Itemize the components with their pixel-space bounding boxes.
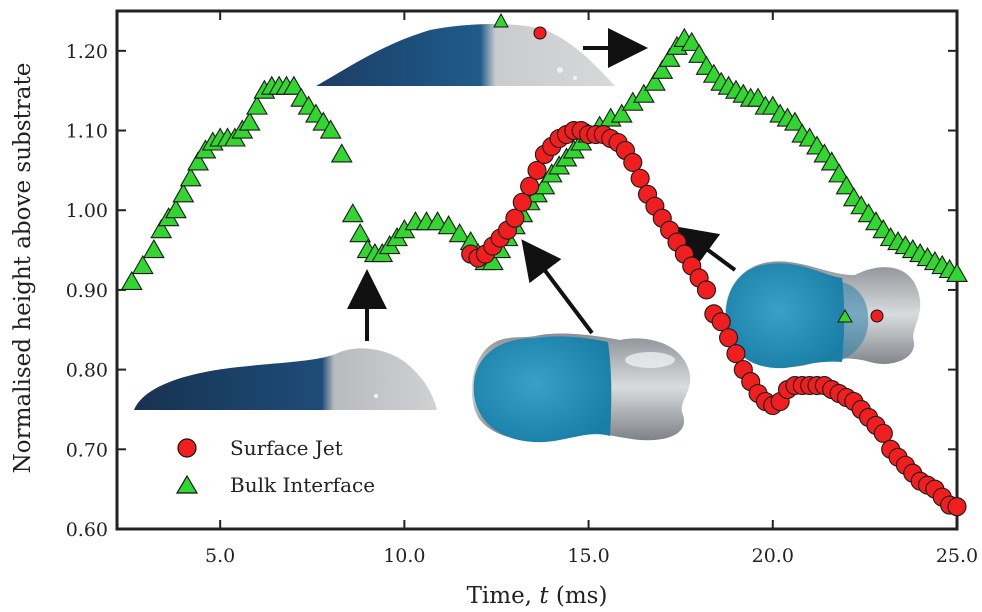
y-tick-label: 0.60 <box>66 519 108 541</box>
y-tick-label: 1.20 <box>66 41 108 63</box>
x-tick-label: 10.0 <box>383 545 425 567</box>
bulk-interface-point <box>131 254 154 275</box>
y-tick-label: 0.70 <box>66 439 108 461</box>
droplet-side-view-bottom-photo <box>134 348 437 410</box>
droplet-side-view-top-photo <box>316 12 615 86</box>
bulk-interface-point <box>820 151 843 171</box>
arrow-right-diagonal <box>676 226 737 272</box>
bulk-interface-point <box>246 95 268 115</box>
inset-triangle-marker <box>493 12 509 28</box>
x-axis-title-suffix: (ms) <box>549 583 608 609</box>
bulk-interface-point <box>651 59 674 79</box>
bulk-interface-point <box>120 270 143 291</box>
bulk-interface-point <box>610 103 633 123</box>
bulk-interface-point <box>643 71 666 91</box>
coalescing-drops-top-view-right-photo <box>724 261 921 369</box>
surface-jet-point <box>726 344 746 364</box>
bulk-interface-point <box>164 199 187 219</box>
coalescing-drops-top-view-center-photo <box>471 333 691 443</box>
surface-jet-point <box>696 280 717 300</box>
arrow-center-diagonal <box>521 239 594 335</box>
surface-jet-series <box>461 120 967 517</box>
bulk-interface-point <box>349 223 372 243</box>
inset-triangle-marker-right <box>837 309 853 323</box>
x-axis-title: Time, t (ms) <box>467 583 608 609</box>
surface-jet-point <box>873 423 893 443</box>
bulk-interface-point <box>150 219 173 239</box>
legend: Surface Jet Bulk Interface <box>175 436 375 497</box>
surface-jet-point <box>527 160 547 180</box>
bulk-interface-point <box>437 215 460 235</box>
inset-circle-marker <box>533 26 547 40</box>
bulk-interface-point <box>448 223 471 243</box>
bulk-interface-point <box>426 211 449 231</box>
bulk-interface-point <box>835 175 858 195</box>
y-tick-label: 1.10 <box>66 121 108 143</box>
bulk-interface-point <box>172 183 195 203</box>
y-tick-label: 0.90 <box>66 280 108 302</box>
bulk-interface-point <box>533 175 556 195</box>
y-axis-title: Normalised height above substrate <box>10 63 36 474</box>
surface-jet-point <box>630 168 650 188</box>
y-axis-ticks: 0.60 0.70 0.80 0.90 1.00 1.10 1.20 <box>66 41 957 541</box>
x-tick-label: 25.0 <box>936 545 978 567</box>
x-tick-label: 20.0 <box>752 545 794 567</box>
bulk-interface-point <box>238 111 261 131</box>
surface-jet-point <box>719 328 739 348</box>
bulk-interface-point <box>187 151 210 171</box>
surface-jet-point <box>947 497 967 517</box>
surface-jet-point <box>623 152 643 172</box>
y-tick-label: 0.80 <box>66 360 108 382</box>
bulk-interface-point <box>783 111 806 131</box>
bulk-interface-point <box>179 167 202 187</box>
surface-jet-point <box>505 208 525 228</box>
annotation-arrows <box>347 28 737 341</box>
surface-jet-point <box>711 312 731 332</box>
bulk-interface-point <box>680 31 703 51</box>
x-axis-title-variable: t <box>539 583 549 609</box>
legend-surface-jet-label: Surface Jet <box>230 436 343 460</box>
bulk-interface-point <box>341 203 364 223</box>
bulk-interface-point <box>319 119 342 139</box>
surface-jet-point <box>520 176 540 196</box>
x-axis-title-prefix: Time, <box>467 583 540 609</box>
inset-circle-marker-right <box>870 309 884 323</box>
x-tick-label: 5.0 <box>205 545 235 567</box>
x-tick-label: 15.0 <box>567 545 609 567</box>
bulk-interface-point <box>946 262 968 283</box>
legend-bulk-interface-label: Bulk Interface <box>230 473 375 497</box>
legend-bulk-interface-marker <box>175 474 199 494</box>
bulk-interface-point <box>828 163 851 183</box>
bulk-interface-point <box>142 238 165 259</box>
bulk-interface-point <box>688 43 711 63</box>
bulk-interface-point <box>330 143 353 163</box>
bulk-interface-point <box>632 83 655 103</box>
x-axis-ticks: 5.0 10.0 15.0 20.0 25.0 <box>205 11 978 567</box>
bulk-interface-point <box>658 47 681 67</box>
legend-surface-jet-marker <box>177 438 197 458</box>
surface-jet-point <box>512 192 532 212</box>
bulk-interface-point <box>282 75 305 95</box>
y-tick-label: 1.00 <box>66 200 108 222</box>
